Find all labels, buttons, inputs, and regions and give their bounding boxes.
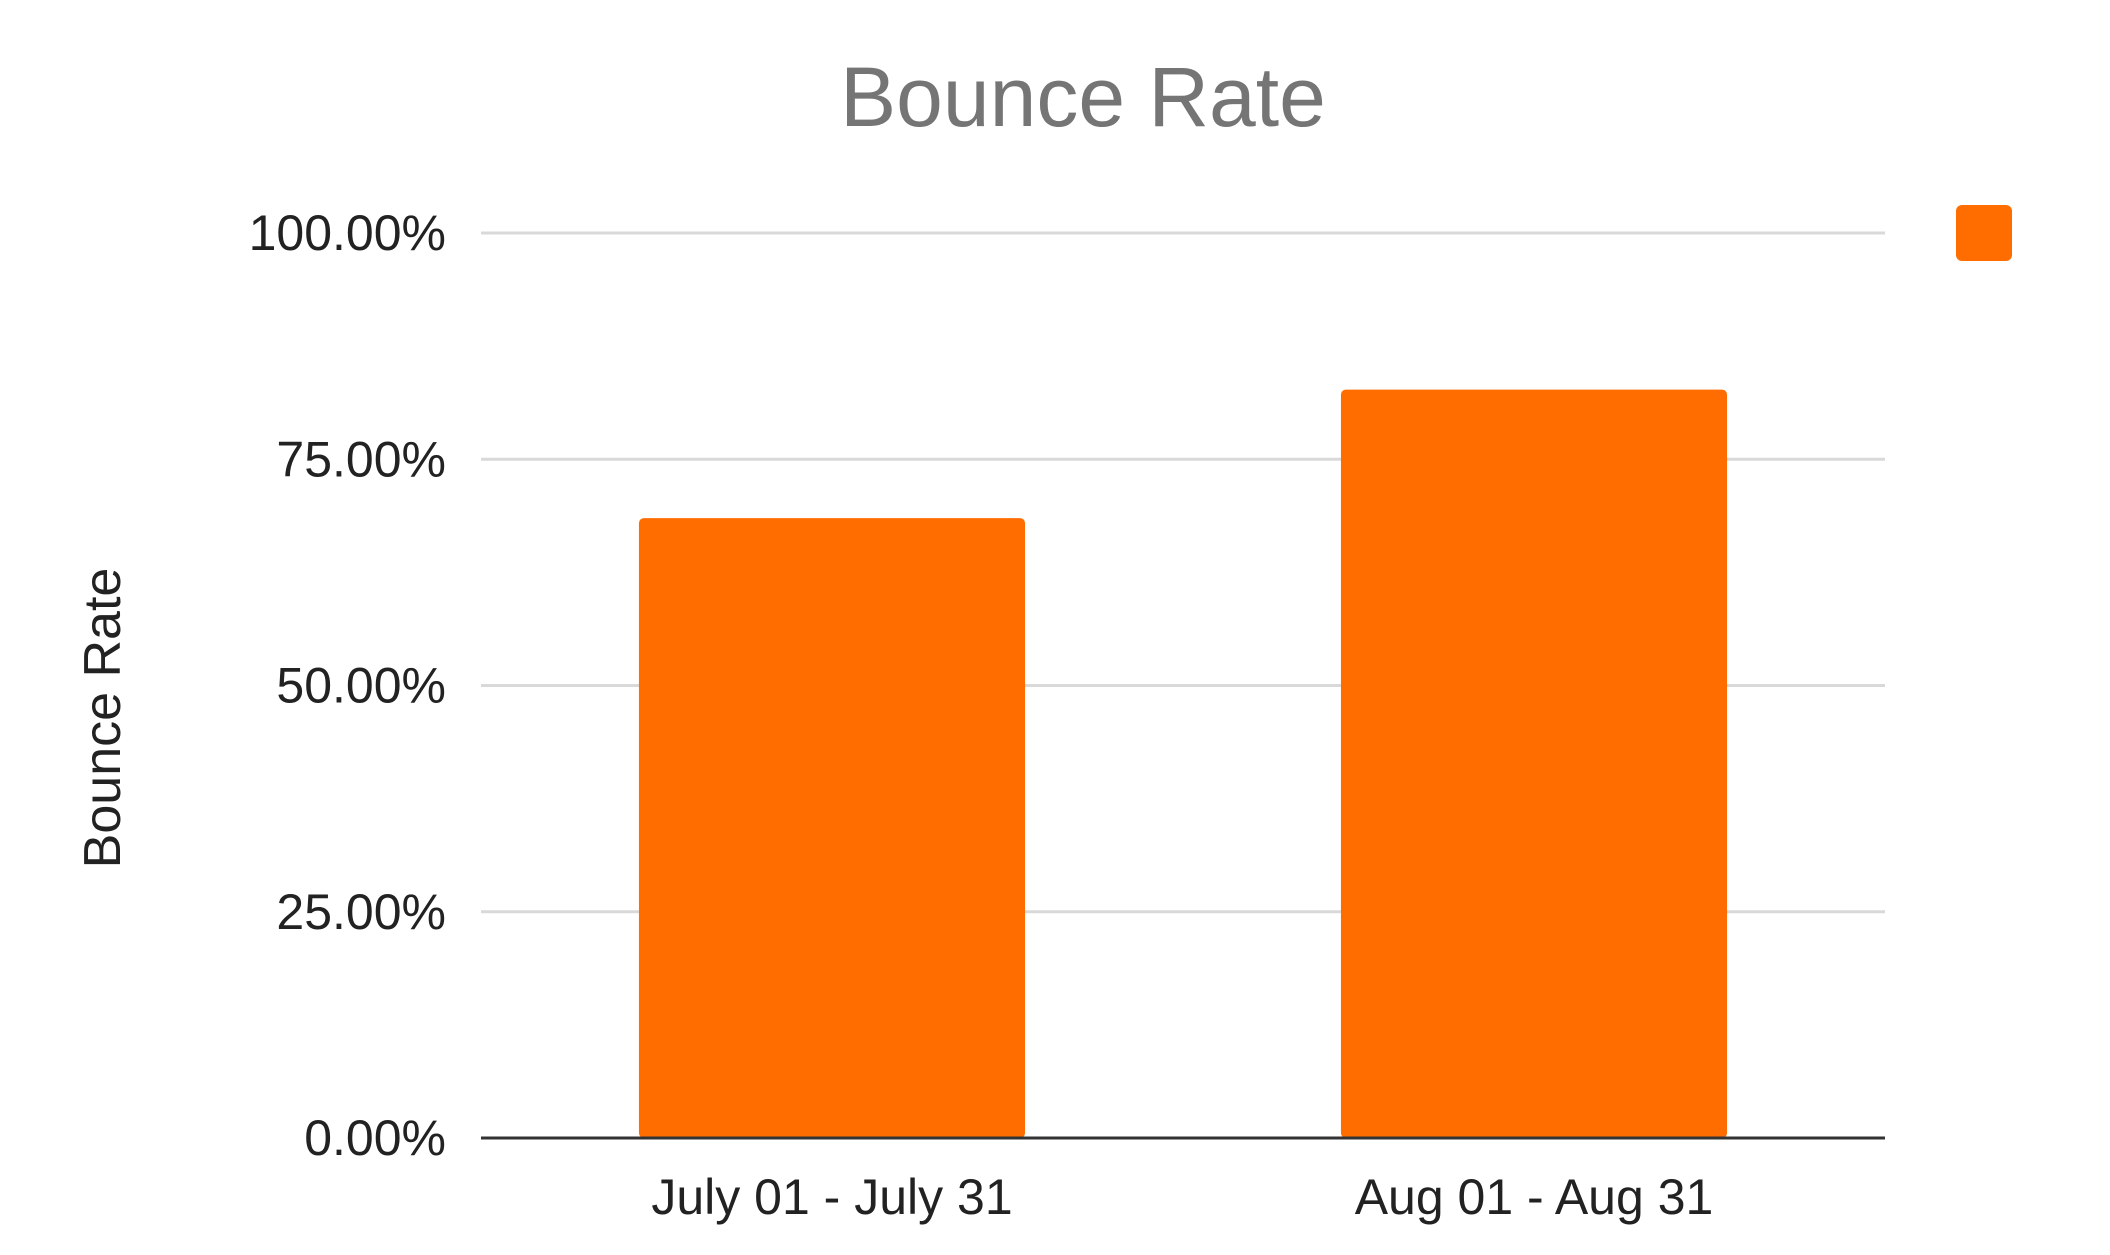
- legend-swatch: [1956, 205, 2012, 261]
- y-tick-label: 75.00%: [276, 431, 446, 487]
- bar: [638, 518, 1026, 1138]
- bars: [638, 389, 1728, 1138]
- bar: [1340, 389, 1728, 1138]
- y-tick-label: 50.00%: [276, 658, 446, 714]
- y-tick-label: 0.00%: [304, 1110, 446, 1166]
- x-axis-ticks: July 01 - July 31 Aug 01 - Aug 31: [651, 1169, 1713, 1225]
- y-tick-label: 100.00%: [249, 205, 446, 261]
- x-tick-label: July 01 - July 31: [651, 1169, 1012, 1225]
- chart-title: Bounce Rate: [840, 50, 1326, 144]
- x-tick-label: Aug 01 - Aug 31: [1355, 1169, 1714, 1225]
- legend: [1956, 205, 2012, 261]
- y-axis-ticks: 0.00% 25.00% 50.00% 75.00% 100.00%: [249, 205, 446, 1166]
- y-tick-label: 25.00%: [276, 884, 446, 940]
- y-axis-label: Bounce Rate: [74, 568, 132, 869]
